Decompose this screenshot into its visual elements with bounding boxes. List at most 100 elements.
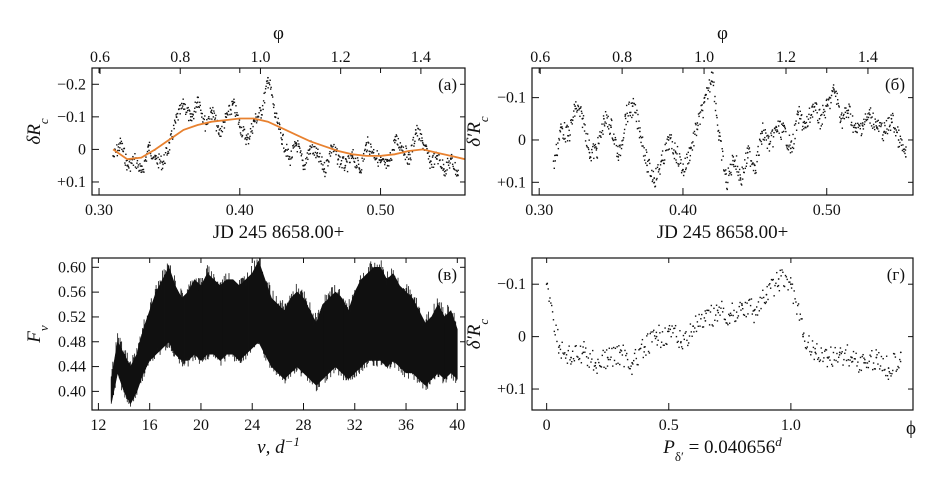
data-point [713,100,716,103]
data-point [704,96,706,99]
data-point [585,144,588,147]
data-point [878,351,880,354]
data-point [285,155,287,157]
data-point [144,160,146,162]
data-point [741,166,743,168]
data-point [571,350,574,352]
data-point [851,361,853,363]
data-point [870,355,872,358]
data-point [547,288,549,290]
data-point [727,181,729,184]
data-point [644,162,647,164]
data-point [861,355,863,358]
data-point [364,144,367,147]
data-point [294,141,296,143]
data-point [595,149,598,151]
data-point [625,354,627,357]
data-point [164,162,166,165]
data-point [699,123,701,125]
data-point [772,136,775,138]
data-point [721,150,724,153]
data-point [583,130,586,132]
data-point [419,129,421,131]
data-point [416,124,418,127]
data-point [682,168,684,171]
data-point [414,140,416,142]
data-point [126,164,129,167]
data-point [397,144,399,146]
data-point [876,120,878,122]
data-point [320,160,322,163]
data-point [746,162,748,164]
data-point [818,121,820,124]
data-point [148,141,151,144]
data-point [444,175,446,177]
data-point [638,120,640,122]
data-point [735,311,738,313]
data-point [433,163,436,165]
data-point [863,118,865,121]
data-point [638,349,640,351]
data-point [190,113,192,115]
data-point [612,365,614,367]
data-point [162,160,165,162]
data-point [228,104,231,107]
data-point [838,351,841,354]
x-tick-label: 0.30 [85,202,113,219]
data-point [233,101,236,104]
model-curve [112,117,465,161]
data-point [642,155,645,157]
data-point [659,164,662,166]
data-point [362,160,364,162]
data-point [601,354,604,357]
data-point [847,359,849,361]
panel-b: 0.30 0.40 0.50−0.10+0.10.6 0.8 1.0 1.2 1.4φ(б)… [464,23,914,243]
data-point [262,108,264,111]
data-point [343,167,345,169]
data-point [260,109,262,112]
top-tick-label: 1.4 [411,49,431,66]
data-point [774,127,776,129]
data-point [217,132,220,135]
data-point [569,359,571,361]
data-point [883,131,885,134]
data-point [620,144,622,146]
data-point [244,138,246,140]
data-point [603,366,605,369]
data-point [361,157,363,159]
data-point [172,124,175,127]
data-point [163,154,165,156]
data-point [602,349,604,352]
data-point [782,124,784,126]
data-point [679,156,681,158]
data-point [586,364,589,367]
data-point [872,362,875,364]
data-point [611,137,613,139]
data-point [566,124,568,127]
data-point [791,151,793,153]
data-point [736,171,738,173]
data-point [229,113,231,116]
data-point [355,164,358,167]
data-point [545,283,548,286]
data-point [838,105,840,107]
data-point [383,160,385,162]
data-point [827,99,830,101]
data-point [354,166,356,168]
data-point [628,101,630,103]
data-point [663,344,665,346]
data-point [852,126,855,129]
data-point [553,167,555,170]
data-point [613,359,616,362]
top-tick-label: 1.2 [331,49,351,66]
data-point [571,119,573,121]
data-point [551,304,553,307]
data-point [650,175,653,177]
data-point [424,145,427,147]
data-point [728,322,731,324]
data-point [803,128,805,130]
data-point [630,365,632,367]
data-point [280,132,282,134]
data-point [726,187,728,190]
data-point [269,79,271,81]
